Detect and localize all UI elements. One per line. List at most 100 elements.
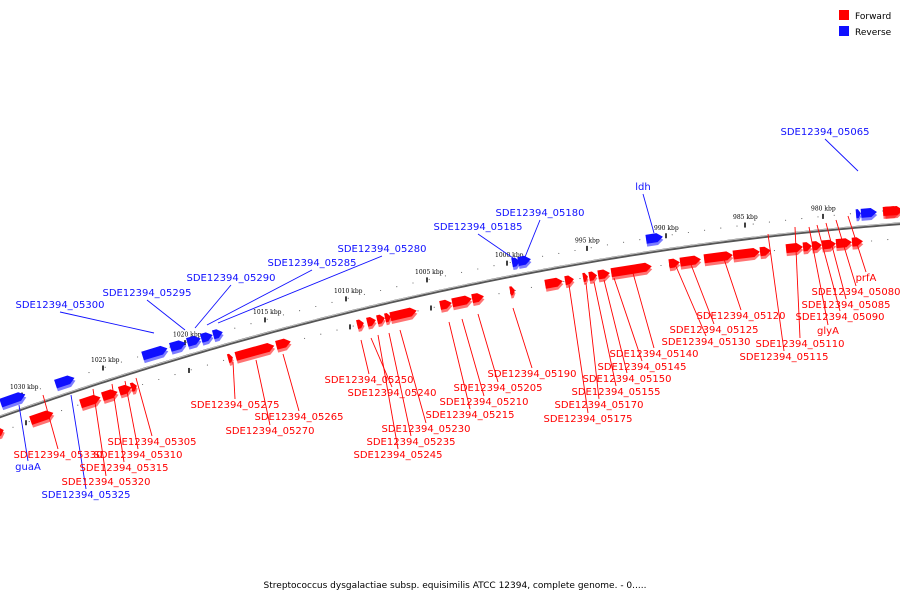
gene-arrow-body [384, 312, 391, 323]
gene-label: SDE12394_05250 [325, 375, 414, 386]
genome-backbone [0, 222, 900, 419]
gene-label: ldh [635, 182, 650, 193]
gene-arrow-body [169, 340, 186, 352]
label-line [816, 224, 841, 312]
label-line [18, 404, 29, 462]
gene-arrow-body [389, 307, 417, 322]
minor-tick [363, 293, 365, 295]
forward-gene-arrow [79, 394, 102, 411]
gene-arrow-body [860, 208, 877, 218]
label-line [146, 299, 186, 331]
label-line [399, 329, 427, 424]
reverse-gene-arrow [855, 209, 862, 222]
reverse-gene-arrow [860, 208, 878, 221]
minor-tick [120, 361, 122, 363]
minor-tick [801, 218, 803, 220]
gene-arrow-body [366, 316, 376, 327]
gene-arrow-body [186, 335, 201, 347]
forward-gene-arrow [679, 255, 702, 270]
forward-gene-arrow [451, 295, 473, 311]
gene-arrow-body [54, 375, 75, 389]
gene-label: SDE12394_05230 [382, 424, 471, 435]
minor-tick [185, 341, 187, 343]
gene-label: SDE12394_05280 [338, 244, 427, 255]
gene-label: SDE12394_05155 [572, 387, 661, 398]
gene-label: SDE12394_05185 [434, 222, 523, 233]
forward-gene-arrow [356, 319, 365, 332]
reverse-gene-arrow [199, 332, 214, 346]
label-line [135, 377, 153, 437]
tick-label: 1005 kbp [415, 269, 444, 276]
gene-arrow-body [79, 394, 101, 409]
gene-label: SDE12394_05085 [802, 300, 891, 311]
gene-label: SDE12394_05170 [555, 400, 644, 411]
gene-label: SDE12394_05325 [42, 490, 131, 501]
minor-tick-lower [336, 329, 338, 331]
reverse-gene-arrow [645, 233, 664, 247]
gene-label: prfA [856, 273, 877, 284]
label-line [767, 233, 785, 352]
gene-arrow-body [785, 243, 803, 254]
gene-label: SDE12394_05205 [454, 383, 543, 394]
minor-tick [347, 297, 349, 299]
label-line [360, 339, 370, 375]
minor-tick [380, 289, 382, 292]
gene-arrow-body [275, 338, 291, 350]
gene-arrow-body [234, 343, 275, 361]
forward-gene-arrow [588, 271, 598, 284]
label-line [377, 334, 399, 450]
reverse-gene-arrow [511, 257, 521, 271]
gene-label: SDE12394_05330 [14, 450, 103, 461]
forward-gene-arrow [759, 246, 772, 260]
minor-tick [720, 227, 722, 229]
minor-tick-lower [158, 378, 160, 381]
minor-tick [331, 301, 333, 303]
tick-label: 995 kbp [575, 237, 600, 244]
minor-tick-lower [304, 337, 306, 339]
minor-tick [88, 372, 90, 374]
minor-tick [785, 219, 787, 221]
gene-label: SDE12394_05275 [191, 400, 280, 411]
gene-label: SDE12394_05145 [598, 362, 687, 373]
forward-gene-arrow [597, 269, 611, 283]
gene-arrow-body [129, 382, 137, 392]
forward-gene-arrow [811, 241, 823, 254]
minor-tick-lower [77, 404, 79, 406]
minor-tick [282, 314, 284, 316]
gene-label: SDE12394_05240 [348, 388, 437, 399]
label-line [461, 318, 485, 397]
label-line [613, 277, 643, 362]
label-line [585, 282, 600, 400]
gene-arrow-body [117, 384, 132, 396]
minor-tick [736, 225, 738, 227]
gene-label: SDE12394_05315 [80, 463, 169, 474]
label-line [674, 263, 707, 337]
minor-tick [671, 234, 673, 236]
reverse-gene-arrow [211, 329, 224, 343]
gene-arrow-body [597, 269, 610, 280]
tick-label: 990 kbp [654, 225, 679, 232]
gene-arrow-body [882, 206, 900, 216]
gene-arrow-body [101, 389, 118, 402]
minor-tick-lower [223, 359, 225, 361]
reverse-gene-arrow [169, 340, 187, 355]
gene-arrow-body [610, 262, 652, 278]
label-line [512, 307, 533, 369]
minor-tick [266, 318, 268, 320]
gene-label: SDE12394_05120 [697, 311, 786, 322]
minor-tick [833, 214, 835, 216]
gene-arrow-body [356, 319, 364, 329]
label-line [603, 279, 628, 374]
forward-gene-arrow [384, 312, 392, 326]
minor-tick [315, 305, 317, 308]
minor-tick [493, 265, 495, 267]
gene-arrow-body [544, 277, 563, 289]
forward-gene-arrow [582, 272, 589, 285]
label-line [194, 284, 232, 329]
legend: Forward Reverse [839, 10, 892, 38]
gene-arrow-body [759, 246, 771, 257]
minor-tick-lower [433, 306, 435, 308]
label-line [232, 361, 236, 400]
minor-tick-lower [514, 289, 516, 292]
